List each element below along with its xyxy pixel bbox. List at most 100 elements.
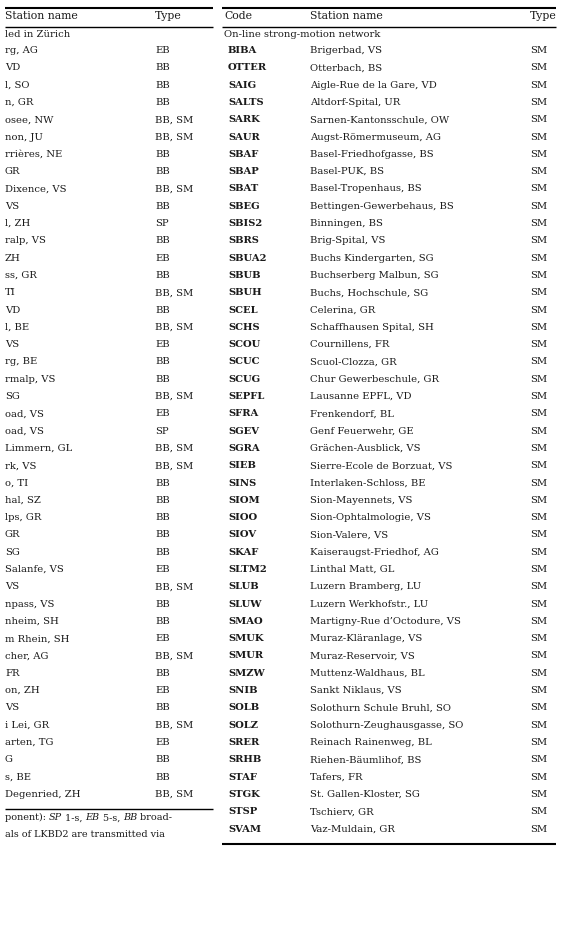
Text: npass, VS: npass, VS <box>5 600 54 608</box>
Text: SM: SM <box>530 790 547 799</box>
Text: TI: TI <box>5 288 16 297</box>
Text: BB, SM: BB, SM <box>155 133 193 141</box>
Text: BB, SM: BB, SM <box>155 583 193 591</box>
Text: rg, BE: rg, BE <box>5 358 37 366</box>
Text: BB: BB <box>155 358 170 366</box>
Text: Limmern, GL: Limmern, GL <box>5 444 72 453</box>
Text: SIOM: SIOM <box>228 495 260 505</box>
Text: Cournillens, FR: Cournillens, FR <box>310 340 389 349</box>
Text: BB: BB <box>155 202 170 211</box>
Text: EB: EB <box>155 738 169 747</box>
Text: BB: BB <box>155 548 170 557</box>
Text: SM: SM <box>530 64 547 72</box>
Text: SMUR: SMUR <box>228 652 263 661</box>
Text: SM: SM <box>530 720 547 730</box>
Text: SM: SM <box>530 358 547 366</box>
Text: BB: BB <box>155 513 170 522</box>
Text: BB, SM: BB, SM <box>155 392 193 401</box>
Text: SM: SM <box>530 565 547 574</box>
Text: SM: SM <box>530 427 547 436</box>
Text: BIBA: BIBA <box>228 46 257 55</box>
Text: Buchs Kindergarten, SG: Buchs Kindergarten, SG <box>310 253 434 263</box>
Text: rg, AG: rg, AG <box>5 46 38 55</box>
Text: Dixence, VS: Dixence, VS <box>5 184 67 194</box>
Text: SM: SM <box>530 703 547 713</box>
Text: BB: BB <box>155 495 170 505</box>
Text: SM: SM <box>530 184 547 194</box>
Text: oad, VS: oad, VS <box>5 409 44 419</box>
Text: SM: SM <box>530 236 547 245</box>
Text: SM: SM <box>530 548 547 557</box>
Text: SCUC: SCUC <box>228 358 260 366</box>
Text: cher, AG: cher, AG <box>5 652 48 661</box>
Text: STSP: STSP <box>228 808 257 816</box>
Text: SM: SM <box>530 133 547 141</box>
Text: SVAM: SVAM <box>228 825 261 833</box>
Text: nheim, SH: nheim, SH <box>5 617 59 626</box>
Text: SAIG: SAIG <box>228 81 256 89</box>
Text: BB, SM: BB, SM <box>155 184 193 194</box>
Text: Riehen-Bäumlihof, BS: Riehen-Bäumlihof, BS <box>310 755 421 764</box>
Text: SINS: SINS <box>228 478 256 488</box>
Text: SM: SM <box>530 530 547 539</box>
Text: BB: BB <box>155 236 170 245</box>
Text: SCHS: SCHS <box>228 323 260 332</box>
Text: SP: SP <box>49 813 62 822</box>
Text: STAF: STAF <box>228 772 257 782</box>
Text: Celerina, GR: Celerina, GR <box>310 306 375 314</box>
Text: SBAT: SBAT <box>228 184 258 194</box>
Text: Solothurn-Zeughausgasse, SO: Solothurn-Zeughausgasse, SO <box>310 720 463 730</box>
Text: St. Gallen-Kloster, SG: St. Gallen-Kloster, SG <box>310 790 420 799</box>
Text: GR: GR <box>5 530 21 539</box>
Text: broad-: broad- <box>137 813 172 822</box>
Text: SM: SM <box>530 115 547 124</box>
Text: Kaiseraugst-Friedhof, AG: Kaiseraugst-Friedhof, AG <box>310 548 439 557</box>
Text: SM: SM <box>530 808 547 816</box>
Text: SBIS2: SBIS2 <box>228 219 262 228</box>
Text: SBAP: SBAP <box>228 167 259 177</box>
Text: SM: SM <box>530 825 547 833</box>
Text: Augst-Römermuseum, AG: Augst-Römermuseum, AG <box>310 133 441 141</box>
Text: ZH: ZH <box>5 253 21 263</box>
Text: SM: SM <box>530 634 547 643</box>
Text: Solothurn Schule Bruhl, SO: Solothurn Schule Bruhl, SO <box>310 703 451 713</box>
Text: Interlaken-Schloss, BE: Interlaken-Schloss, BE <box>310 478 425 488</box>
Text: VS: VS <box>5 202 19 211</box>
Text: rk, VS: rk, VS <box>5 461 36 470</box>
Text: VS: VS <box>5 340 19 349</box>
Text: SG: SG <box>5 392 20 401</box>
Text: SMZW: SMZW <box>228 669 265 678</box>
Text: Tafers, FR: Tafers, FR <box>310 772 362 782</box>
Text: SOLZ: SOLZ <box>228 720 258 730</box>
Text: 1-s,: 1-s, <box>62 813 86 822</box>
Text: SNIB: SNIB <box>228 686 257 695</box>
Text: BB, SM: BB, SM <box>155 790 193 799</box>
Text: BB: BB <box>155 375 170 383</box>
Text: SM: SM <box>530 270 547 280</box>
Text: SKAF: SKAF <box>228 548 259 557</box>
Text: SM: SM <box>530 669 547 678</box>
Text: Brigerbad, VS: Brigerbad, VS <box>310 46 382 55</box>
Text: SM: SM <box>530 686 547 695</box>
Text: BB: BB <box>155 270 170 280</box>
Text: SBUH: SBUH <box>228 288 261 297</box>
Text: SCEL: SCEL <box>228 306 257 314</box>
Text: G: G <box>5 755 13 764</box>
Text: Basel-Friedhofgasse, BS: Basel-Friedhofgasse, BS <box>310 150 434 158</box>
Text: SGEV: SGEV <box>228 427 259 436</box>
Text: BB: BB <box>155 530 170 539</box>
Text: SM: SM <box>530 323 547 332</box>
Text: SIEB: SIEB <box>228 461 256 470</box>
Text: BB: BB <box>155 669 170 678</box>
Text: BB: BB <box>155 617 170 626</box>
Text: SM: SM <box>530 772 547 782</box>
Text: SM: SM <box>530 583 547 591</box>
Text: BB: BB <box>123 813 137 822</box>
Text: BB, SM: BB, SM <box>155 444 193 453</box>
Text: i Lei, GR: i Lei, GR <box>5 720 49 730</box>
Text: als of LKBD2 are transmitted via: als of LKBD2 are transmitted via <box>5 829 165 839</box>
Text: BB, SM: BB, SM <box>155 323 193 332</box>
Text: Sion-Mayennets, VS: Sion-Mayennets, VS <box>310 495 412 505</box>
Text: rrières, NE: rrières, NE <box>5 150 62 158</box>
Text: SM: SM <box>530 409 547 419</box>
